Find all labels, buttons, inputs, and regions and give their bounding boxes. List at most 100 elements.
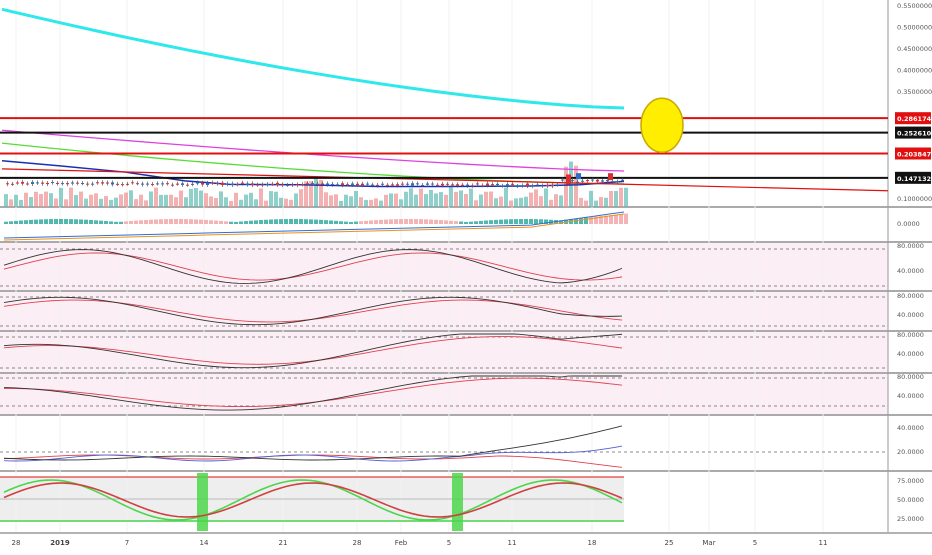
volume-bar <box>539 196 543 207</box>
panel-backgrounds <box>0 0 932 534</box>
volume-bar <box>479 194 483 207</box>
volume-bar <box>624 187 628 207</box>
candle-body <box>6 183 9 185</box>
macd-histogram-bar <box>119 221 123 224</box>
macd-histogram-bar <box>474 221 478 224</box>
macd-histogram-bar <box>29 219 33 224</box>
macd-histogram-bar <box>479 220 483 224</box>
macd-histogram-bar <box>204 219 208 224</box>
osc-scale-label: 80.0000 <box>897 242 924 250</box>
volume-bar <box>84 198 88 207</box>
macd-histogram-bar <box>254 220 258 224</box>
macd-histogram-bar <box>599 216 603 224</box>
candle-body <box>501 185 504 187</box>
macd-histogram-bar <box>154 219 158 224</box>
macd-histogram-bar <box>354 221 358 224</box>
candle-body <box>561 179 564 181</box>
macd-line <box>3 211 625 239</box>
macd-histogram-bar <box>589 217 593 224</box>
candle-body <box>61 183 64 185</box>
candle-body <box>336 184 339 186</box>
volume-bar <box>109 199 113 207</box>
candle-body <box>471 185 474 187</box>
volume-bar <box>419 188 423 207</box>
candle-body <box>196 182 199 184</box>
macd-histogram-bar <box>509 219 513 224</box>
macd-histogram-bar <box>574 218 578 224</box>
candle-body <box>86 183 89 185</box>
candle-body <box>486 183 489 186</box>
stoch-rsi-band <box>0 477 624 522</box>
macd-histogram-bar <box>19 220 23 224</box>
candle-body <box>616 181 619 183</box>
candle-body <box>566 174 571 185</box>
macd-histogram-bar <box>619 214 623 224</box>
candle-body <box>576 181 579 183</box>
candle-body <box>411 183 414 186</box>
macd-histogram-bar <box>544 219 548 224</box>
volume-bar <box>119 194 123 207</box>
volume-bar <box>194 188 198 207</box>
candle-body <box>401 183 404 185</box>
candle-body <box>608 173 613 181</box>
annotation-ellipse[interactable] <box>640 97 684 154</box>
candle-body <box>46 182 49 185</box>
candle-body <box>136 183 139 185</box>
candle-body <box>101 182 104 184</box>
macd-histogram-bar <box>144 219 148 224</box>
macd-histogram-bar <box>79 219 83 224</box>
volume-bar <box>299 189 303 207</box>
macd-histogram-bar <box>4 221 8 224</box>
volume-bar <box>544 188 548 207</box>
volume-bar <box>454 191 458 207</box>
volume-bar <box>184 197 188 207</box>
volume-bar <box>169 194 173 207</box>
candle-body <box>271 183 274 185</box>
candle-body <box>156 183 159 185</box>
candle-body <box>286 184 289 186</box>
candle-body <box>241 182 244 184</box>
x-axis-tick-label: 18 <box>588 539 597 547</box>
horizontal-levels[interactable] <box>0 117 888 179</box>
volume-bar <box>164 194 168 207</box>
macd-histogram-bar <box>339 221 343 224</box>
volume-bar <box>549 199 553 207</box>
volume-bar <box>504 187 508 207</box>
volume-bar <box>204 193 208 207</box>
candle-body <box>496 183 499 186</box>
macd-histogram-bar <box>34 219 38 224</box>
volume-bar <box>459 190 463 207</box>
volume-bar <box>34 191 38 207</box>
macd-histogram-bar <box>579 218 583 224</box>
macd-histogram-bar <box>259 220 263 224</box>
volume-bar <box>199 190 203 207</box>
macd-histogram-bar <box>469 221 473 224</box>
volume-bar <box>129 190 133 207</box>
candle-body <box>306 183 309 185</box>
price-label-box <box>895 147 931 160</box>
volume-bar <box>619 187 623 207</box>
candle-body <box>441 183 444 186</box>
macd-histogram-bar <box>394 219 398 224</box>
macd-histogram-bar <box>419 219 423 224</box>
volume-bar <box>254 199 258 207</box>
macd-histogram-bar <box>584 217 588 224</box>
macd-histogram-bar <box>459 221 463 224</box>
volume-bar <box>19 199 23 207</box>
candle-body <box>256 184 259 186</box>
macd-histogram-bar <box>234 221 238 224</box>
volume-bar <box>239 199 243 207</box>
macd-histogram-bar <box>404 219 408 224</box>
osc-fast-line <box>3 333 623 369</box>
macd-histogram-bar <box>424 219 428 224</box>
candle-body <box>546 184 549 186</box>
candle-body <box>371 184 374 186</box>
volume-bar <box>489 191 493 207</box>
volume-bar <box>234 192 238 207</box>
macd-histogram-bar <box>244 221 248 224</box>
candle-body <box>421 184 424 186</box>
ema-cyan-line <box>1 7 625 110</box>
